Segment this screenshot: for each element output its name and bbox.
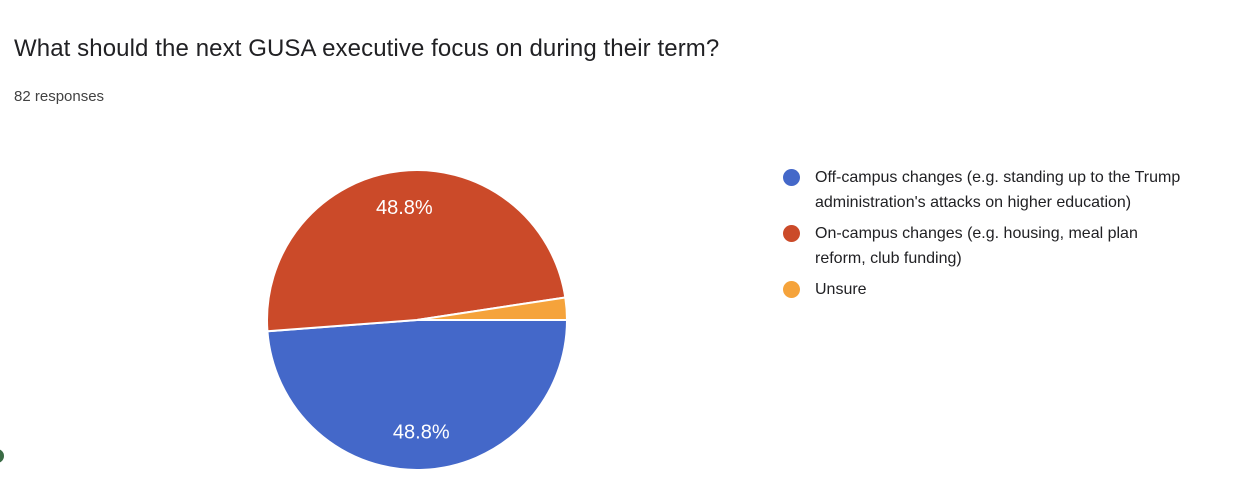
pie-chart: 48.8% 48.8% — [265, 168, 569, 472]
legend: Off-campus changes (e.g. standing up to … — [783, 165, 1183, 302]
legend-item-label: Unsure — [815, 281, 867, 298]
pie-slice-label: 48.8% — [376, 197, 433, 219]
edge-fragment — [0, 449, 4, 463]
pie-slice-label: 48.8% — [393, 421, 450, 443]
pie-slice — [266, 169, 567, 333]
legend-item: Unsure — [783, 277, 1183, 302]
response-count: 82 responses — [14, 88, 105, 105]
legend-swatch-icon — [783, 281, 800, 298]
pie-chart-svg: 48.8% 48.8% — [266, 169, 569, 471]
legend-item-label: On-campus changes (e.g. housing, meal pl… — [815, 225, 1138, 267]
legend-swatch-icon — [783, 169, 800, 186]
legend-item-label: Off-campus changes (e.g. standing up to … — [815, 169, 1181, 211]
page-title: What should the next GUSA executive focu… — [14, 35, 720, 62]
legend-item: Off-campus changes (e.g. standing up to … — [783, 165, 1183, 215]
pie-slice — [266, 319, 569, 471]
legend-swatch-icon — [783, 225, 800, 242]
legend-item: On-campus changes (e.g. housing, meal pl… — [783, 221, 1183, 271]
pie-slice — [416, 296, 569, 321]
